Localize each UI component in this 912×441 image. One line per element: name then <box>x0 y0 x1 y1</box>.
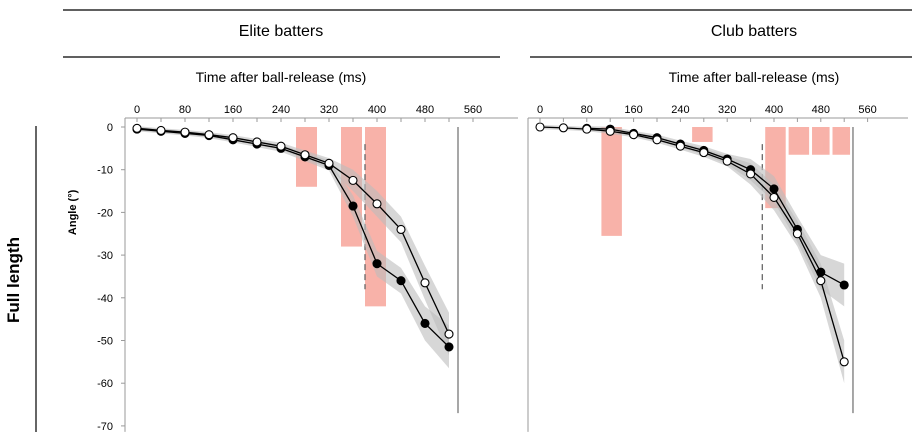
x-tick-label: 480 <box>416 104 434 116</box>
data-point-open <box>156 125 166 135</box>
x-tick-label: 320 <box>718 104 736 116</box>
data-point-open <box>558 123 568 133</box>
y-tick-label: -40 <box>97 293 113 305</box>
data-point-open <box>746 169 756 179</box>
data-point-open <box>420 278 430 288</box>
y-axis-title: Angle (°) <box>67 189 79 235</box>
data-point-filled <box>816 267 826 277</box>
variability-band <box>137 126 449 356</box>
data-point-filled <box>396 276 406 286</box>
data-point-open <box>252 137 262 147</box>
x-tick-label: 560 <box>858 104 876 116</box>
difference-bar <box>812 127 830 155</box>
x-tick-label: 160 <box>224 104 242 116</box>
difference-bar <box>788 127 810 155</box>
x-tick-label: 400 <box>368 104 386 116</box>
data-point-open <box>276 141 286 151</box>
x-tick-label: 320 <box>320 104 338 116</box>
difference-bar <box>692 127 713 142</box>
data-point-filled <box>839 280 849 290</box>
y-tick-label: -50 <box>97 336 113 348</box>
data-point-open <box>839 357 849 367</box>
data-point-open <box>675 141 685 151</box>
data-point-open <box>372 199 382 209</box>
y-tick-label: -10 <box>97 165 113 177</box>
x-tick-label: 240 <box>671 104 689 116</box>
variability-band <box>137 127 449 369</box>
data-point-open <box>792 229 802 239</box>
difference-bar <box>601 127 622 236</box>
x-tick-label: 80 <box>581 104 593 116</box>
variability-band <box>540 124 845 384</box>
x-tick-label: 480 <box>812 104 830 116</box>
chart-title: Elite batters <box>239 23 323 40</box>
data-point-open <box>300 150 310 160</box>
x-tick-label: 400 <box>765 104 783 116</box>
data-point-open <box>816 276 826 286</box>
x-axis-title: Time after ball-release (ms) <box>669 69 840 85</box>
data-point-filled <box>372 259 382 269</box>
x-tick-label: 240 <box>272 104 290 116</box>
data-point-filled <box>769 184 779 194</box>
y-tick-label: -70 <box>97 421 113 433</box>
data-point-open <box>324 158 334 168</box>
data-point-open <box>722 156 732 166</box>
data-point-open <box>396 224 406 235</box>
data-point-open <box>629 130 639 140</box>
panel-club: Club batters Time after ball-release (ms)… <box>527 23 908 432</box>
x-tick-label: 0 <box>134 104 140 116</box>
data-point-filled <box>420 318 430 328</box>
x-tick-label: 0 <box>537 104 543 116</box>
data-point-filled <box>444 342 454 352</box>
x-axis-title: Time after ball-release (ms) <box>196 69 367 85</box>
panel-elite: Elite batters Time after ball-release (ms… <box>67 23 518 433</box>
y-tick-label: -60 <box>97 378 113 390</box>
difference-bar <box>832 127 851 155</box>
data-point-open <box>769 192 779 203</box>
data-point-open <box>444 329 454 339</box>
data-point-open <box>348 175 358 185</box>
y-tick-label: 0 <box>107 122 113 134</box>
y-tick-label: -30 <box>97 250 113 262</box>
row-label: Full length <box>4 237 23 323</box>
data-point-open <box>652 135 662 145</box>
data-point-open <box>605 126 615 136</box>
data-point-open <box>699 148 709 158</box>
data-point-open <box>582 124 592 134</box>
y-tick-label: -20 <box>97 207 113 219</box>
data-point-open <box>204 130 214 140</box>
x-tick-label: 80 <box>179 104 191 116</box>
data-point-open <box>180 127 190 137</box>
data-point-filled <box>348 201 358 211</box>
data-point-open <box>228 133 238 143</box>
chart-title: Club batters <box>711 23 797 40</box>
data-point-open <box>535 122 545 132</box>
x-tick-label: 160 <box>624 104 642 116</box>
x-tick-label: 560 <box>464 104 482 116</box>
data-point-open <box>132 123 142 133</box>
